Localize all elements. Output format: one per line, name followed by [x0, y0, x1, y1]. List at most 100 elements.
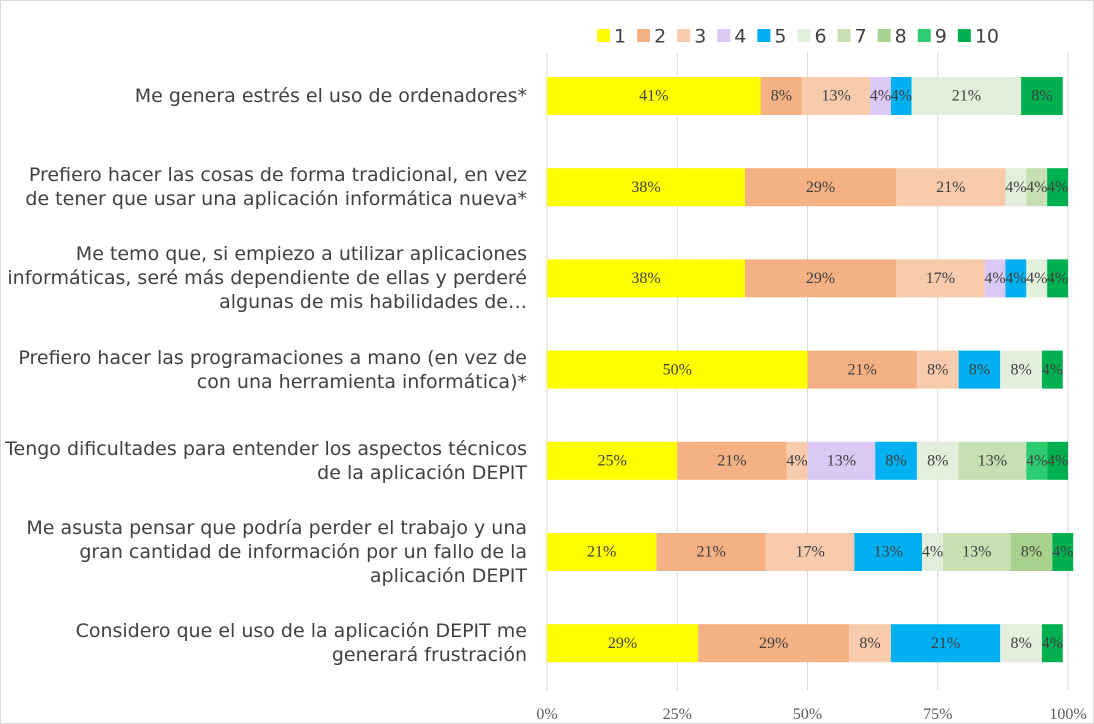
data-label: 4% — [870, 88, 891, 105]
bar-segment — [547, 350, 808, 389]
data-label: 21% — [696, 544, 725, 561]
bar-segment — [656, 533, 766, 571]
bar-segment — [547, 624, 699, 663]
bar-segment — [1047, 259, 1068, 298]
data-label: 29% — [759, 635, 788, 652]
bar-segment — [547, 441, 678, 480]
bar-segment — [922, 533, 943, 571]
x-tick-label: 75% — [923, 706, 952, 723]
legend-swatch — [917, 29, 931, 42]
bar-segment — [547, 77, 761, 115]
data-label: 17% — [795, 544, 824, 561]
bar-segment — [896, 168, 1006, 207]
legend-label: 2 — [654, 26, 666, 48]
x-tick-label: 100% — [1049, 706, 1086, 723]
bar-segment — [870, 77, 891, 115]
data-label: 13% — [821, 88, 850, 105]
data-label: 13% — [978, 452, 1007, 469]
bar-segment — [916, 441, 959, 480]
data-label: 8% — [1031, 88, 1052, 105]
data-label: 38% — [631, 179, 660, 196]
legend-label: 6 — [814, 26, 826, 48]
bar-segment — [802, 77, 871, 115]
bar-segment — [890, 624, 1001, 663]
legend-swatch — [637, 29, 651, 42]
data-label: 29% — [806, 270, 835, 287]
x-tick-label: 50% — [793, 706, 822, 723]
bar-segment — [760, 77, 803, 115]
data-label: 4% — [1005, 270, 1026, 287]
data-label: 8% — [885, 452, 906, 469]
data-label: 4% — [1042, 635, 1063, 652]
bar-segment — [698, 624, 850, 663]
bar-segment — [911, 77, 1022, 115]
data-label: 4% — [922, 544, 943, 561]
bar-segment — [547, 533, 657, 571]
data-label: 4% — [1047, 270, 1068, 287]
legend-swatch — [837, 29, 851, 42]
bar-segment — [854, 533, 923, 571]
bar-segment — [1041, 624, 1063, 663]
bar-segment — [875, 441, 917, 480]
data-label: 4% — [1026, 270, 1047, 287]
bar-segment — [1026, 441, 1048, 480]
bar-segment — [807, 441, 876, 480]
category-label: Prefiero hacer las programaciones a mano… — [18, 346, 527, 393]
data-label: 8% — [927, 361, 948, 378]
category-label: Me temo que, si empiezo a utilizar aplic… — [7, 243, 527, 314]
bar-segment — [849, 624, 891, 663]
data-label: 21% — [587, 544, 616, 561]
bar-segment — [916, 350, 959, 389]
bar-segment — [744, 168, 897, 207]
category-label: Prefiero hacer las cosas de forma tradic… — [25, 164, 527, 211]
category-label: Me genera estrés el uso de ordenadores* — [134, 85, 527, 107]
legend-label: 1 — [614, 26, 626, 48]
category-label: Tengo dificultades para entender los asp… — [5, 437, 527, 484]
legend-label: 10 — [975, 26, 999, 48]
data-label: 8% — [1021, 544, 1042, 561]
legend-label: 9 — [935, 26, 947, 48]
data-label: 21% — [717, 452, 746, 469]
bar-segment — [890, 77, 912, 115]
data-label: 13% — [962, 544, 991, 561]
data-label: 4% — [786, 452, 807, 469]
data-label: 17% — [926, 270, 955, 287]
legend-label: 5 — [774, 26, 786, 48]
data-label: 13% — [874, 544, 903, 561]
data-label: 25% — [597, 452, 626, 469]
data-label: 4% — [1005, 179, 1026, 196]
legend-swatch — [677, 29, 691, 42]
bar-segment — [1010, 533, 1053, 571]
legend-swatch — [757, 29, 771, 42]
data-label: 4% — [1026, 179, 1047, 196]
bar-segment — [958, 350, 1001, 389]
bar-segment — [1047, 168, 1068, 207]
data-label: 21% — [848, 361, 877, 378]
legend-label: 4 — [734, 26, 746, 48]
bar-segment — [958, 441, 1027, 480]
bar-segment — [1047, 441, 1068, 480]
bar-segment — [765, 533, 855, 571]
bar-segment — [547, 259, 745, 298]
data-label: 21% — [936, 179, 965, 196]
data-label: 4% — [1047, 179, 1068, 196]
data-label: 13% — [827, 452, 856, 469]
bar-segment — [1052, 533, 1074, 571]
category-label: Considero que el uso de la aplicación DE… — [75, 620, 527, 667]
legend-swatch — [877, 29, 891, 42]
bar-segment — [744, 259, 897, 298]
data-label: 4% — [1052, 544, 1073, 561]
bar-segment — [807, 350, 917, 389]
bar-segment — [547, 168, 745, 207]
x-tick-label: 25% — [663, 706, 692, 723]
legend-label: 3 — [694, 26, 706, 48]
data-label: 8% — [859, 635, 880, 652]
legend-swatch — [717, 29, 731, 42]
data-label: 38% — [631, 270, 660, 287]
legend-swatch — [957, 29, 971, 42]
data-label: 29% — [806, 179, 835, 196]
bar-segment — [1026, 168, 1048, 207]
data-label: 8% — [927, 452, 948, 469]
bar-segment — [1000, 624, 1042, 663]
